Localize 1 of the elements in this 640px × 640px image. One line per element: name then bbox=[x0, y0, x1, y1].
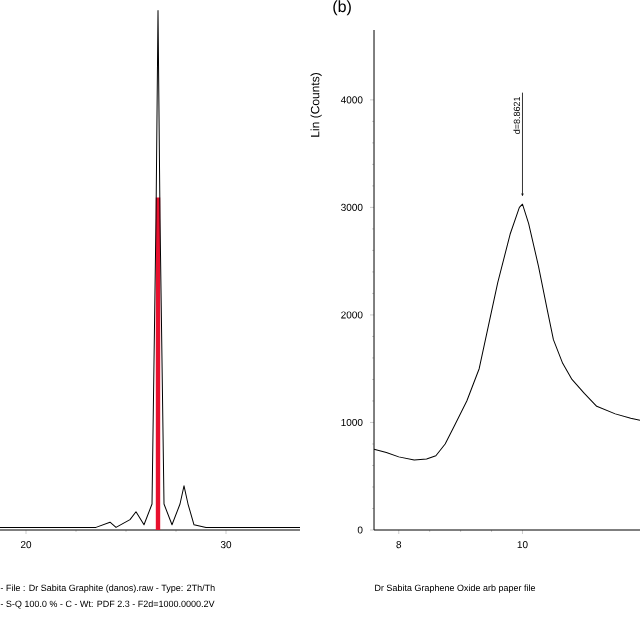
chart-title: (b) bbox=[333, 0, 351, 16]
